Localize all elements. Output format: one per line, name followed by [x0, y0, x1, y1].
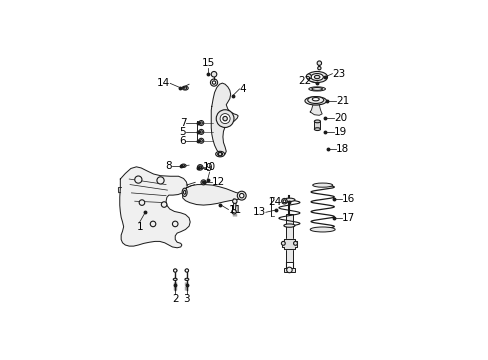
- Text: 5: 5: [179, 127, 186, 137]
- Circle shape: [220, 114, 230, 123]
- Circle shape: [197, 165, 203, 170]
- Text: 4: 4: [239, 84, 245, 94]
- Ellipse shape: [173, 278, 177, 280]
- Ellipse shape: [305, 97, 326, 105]
- Ellipse shape: [183, 87, 186, 89]
- Circle shape: [210, 79, 217, 86]
- Text: 1: 1: [136, 222, 143, 232]
- Circle shape: [317, 67, 320, 70]
- Polygon shape: [211, 83, 238, 155]
- Ellipse shape: [173, 269, 177, 271]
- Ellipse shape: [311, 87, 322, 90]
- Circle shape: [231, 210, 236, 214]
- Text: 8: 8: [164, 161, 171, 171]
- Ellipse shape: [182, 188, 187, 197]
- Ellipse shape: [181, 164, 185, 167]
- Text: 15: 15: [202, 58, 215, 68]
- Ellipse shape: [182, 86, 188, 90]
- Text: 2: 2: [172, 294, 178, 304]
- Polygon shape: [183, 185, 241, 205]
- Circle shape: [211, 72, 216, 77]
- Polygon shape: [281, 239, 297, 249]
- Text: 13: 13: [252, 207, 265, 217]
- Circle shape: [150, 221, 156, 227]
- Polygon shape: [118, 188, 121, 193]
- Circle shape: [139, 200, 144, 205]
- Ellipse shape: [215, 151, 224, 157]
- Circle shape: [317, 61, 321, 66]
- Text: 20: 20: [333, 113, 346, 123]
- Circle shape: [218, 152, 222, 156]
- Ellipse shape: [284, 198, 294, 202]
- Circle shape: [185, 269, 188, 272]
- Circle shape: [200, 131, 202, 133]
- Circle shape: [212, 81, 215, 84]
- Circle shape: [157, 177, 164, 184]
- Ellipse shape: [184, 278, 188, 280]
- Ellipse shape: [314, 120, 320, 123]
- Polygon shape: [309, 105, 322, 115]
- Circle shape: [161, 202, 166, 207]
- Text: 16: 16: [342, 194, 355, 204]
- Text: 11: 11: [228, 204, 241, 215]
- Text: 14: 14: [157, 78, 170, 89]
- Text: 21: 21: [335, 96, 348, 107]
- Ellipse shape: [312, 183, 332, 187]
- Ellipse shape: [309, 227, 334, 232]
- Text: 12: 12: [211, 177, 224, 187]
- Circle shape: [237, 191, 245, 200]
- Bar: [314, 121, 320, 129]
- Circle shape: [281, 198, 286, 204]
- Circle shape: [281, 242, 285, 245]
- Circle shape: [200, 122, 202, 124]
- Text: 24: 24: [268, 197, 281, 207]
- Circle shape: [173, 269, 177, 272]
- Bar: [285, 214, 293, 262]
- Ellipse shape: [312, 98, 319, 101]
- Circle shape: [172, 221, 178, 227]
- Circle shape: [198, 138, 203, 143]
- Circle shape: [216, 110, 233, 127]
- Circle shape: [135, 176, 142, 183]
- Ellipse shape: [183, 190, 185, 194]
- Text: 22: 22: [297, 76, 310, 86]
- Circle shape: [200, 140, 202, 142]
- Polygon shape: [120, 167, 190, 248]
- Text: 7: 7: [179, 118, 186, 128]
- Text: 23: 23: [332, 69, 345, 79]
- Ellipse shape: [314, 75, 319, 79]
- Circle shape: [293, 242, 297, 245]
- Circle shape: [305, 74, 311, 79]
- Ellipse shape: [217, 152, 222, 156]
- Ellipse shape: [306, 72, 327, 82]
- Circle shape: [232, 199, 237, 203]
- Text: 9: 9: [205, 163, 212, 174]
- Circle shape: [223, 116, 227, 121]
- Text: 3: 3: [183, 294, 190, 304]
- Ellipse shape: [183, 87, 184, 88]
- Circle shape: [283, 200, 285, 203]
- Ellipse shape: [284, 224, 294, 227]
- Text: 17: 17: [342, 213, 355, 224]
- Text: 10: 10: [203, 162, 216, 172]
- Bar: [284, 268, 294, 272]
- Circle shape: [201, 180, 205, 185]
- Text: 19: 19: [333, 127, 346, 138]
- Circle shape: [198, 129, 203, 134]
- Text: 18: 18: [335, 144, 348, 153]
- Ellipse shape: [308, 87, 325, 91]
- Ellipse shape: [310, 73, 323, 81]
- Circle shape: [198, 166, 201, 169]
- Circle shape: [202, 181, 204, 184]
- Ellipse shape: [307, 96, 323, 103]
- Circle shape: [239, 193, 244, 198]
- Ellipse shape: [314, 128, 320, 131]
- Circle shape: [286, 267, 292, 273]
- Ellipse shape: [185, 269, 188, 271]
- Text: 6: 6: [179, 136, 186, 146]
- Circle shape: [198, 121, 203, 126]
- Ellipse shape: [182, 165, 184, 167]
